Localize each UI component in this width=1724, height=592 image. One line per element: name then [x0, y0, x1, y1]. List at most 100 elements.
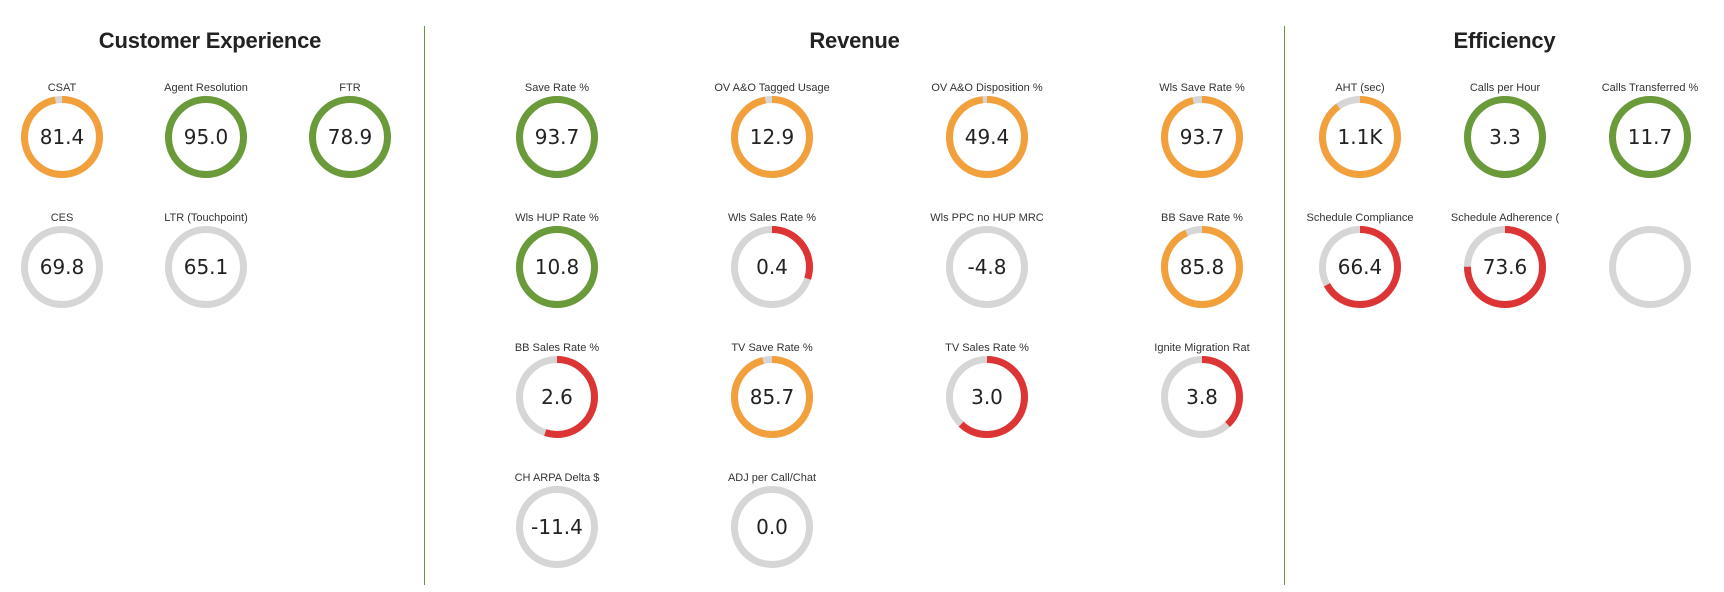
kpi-value: 85.8	[1179, 255, 1225, 279]
gauge-ring	[1319, 226, 1401, 308]
kpi-label: TV Sales Rate %	[945, 342, 1029, 354]
kpi-tile-ces[interactable]: CES 69.8	[0, 212, 137, 332]
kpi-tile-ltr-touchpoint[interactable]: LTR (Touchpoint) 65.1	[131, 212, 281, 332]
kpi-value: 10.8	[534, 255, 580, 279]
gauge-ring	[1319, 96, 1401, 178]
kpi-tile-agent-resolution[interactable]: Agent Resolution 95.0	[131, 82, 281, 202]
kpi-tile-aht-sec[interactable]: AHT (sec) 1.1K	[1285, 82, 1435, 202]
kpi-value: 85.7	[749, 385, 795, 409]
donut-gauge	[1609, 226, 1691, 308]
kpi-tile-wls-sales-rate[interactable]: Wls Sales Rate % 0.4	[697, 212, 847, 332]
gauge-arc	[1464, 226, 1546, 308]
kpi-tile-empty[interactable]	[1575, 212, 1724, 332]
kpi-label: LTR (Touchpoint)	[164, 212, 248, 224]
gauge-arc	[1464, 96, 1546, 178]
kpi-label: FTR	[339, 82, 361, 94]
kpi-tile-adj-per-call-chat[interactable]: ADJ per Call/Chat 0.0	[697, 472, 847, 592]
kpi-value: 0.0	[756, 515, 788, 539]
gauge-arc	[1319, 226, 1401, 308]
kpi-tile-ov-ao-tagged-usage[interactable]: OV A&O Tagged Usage 12.9	[697, 82, 847, 202]
gauge-ring	[731, 356, 813, 438]
section-efficiency: Efficiency AHT (sec) 1.1K Calls per Hour…	[1285, 0, 1724, 585]
kpi-tile-wls-hup-rate[interactable]: Wls HUP Rate % 10.8	[482, 212, 632, 332]
kpi-label: Wls PPC no HUP MRC	[930, 212, 1044, 224]
gauge-arc	[946, 356, 1028, 438]
donut-gauge: 3.3	[1464, 96, 1546, 178]
kpi-label: Wls Save Rate %	[1159, 82, 1245, 94]
kpi-label: AHT (sec)	[1335, 82, 1385, 94]
kpi-value: 81.4	[39, 125, 85, 149]
kpi-label: TV Save Rate %	[731, 342, 813, 354]
gauge-track	[1609, 226, 1691, 308]
kpi-tile-schedule-adherence[interactable]: Schedule Adherence ( 73.6	[1430, 212, 1580, 332]
kpi-tile-tv-sales-rate[interactable]: TV Sales Rate % 3.0	[912, 342, 1062, 462]
gauge-ring	[731, 96, 813, 178]
gauge-arc	[731, 356, 813, 438]
gauge-arc	[516, 356, 598, 438]
donut-gauge: 3.0	[946, 356, 1028, 438]
gauge-ring	[309, 96, 391, 178]
kpi-value: 0.4	[756, 255, 788, 279]
donut-gauge: 1.1K	[1319, 96, 1401, 178]
kpi-label: Save Rate %	[524, 82, 590, 94]
gauge-arc	[1319, 96, 1401, 178]
section-revenue: Revenue Save Rate % 93.7 OV A&O Tagged U…	[425, 0, 1284, 585]
kpi-value: 78.9	[327, 125, 373, 149]
kpi-tile-bb-save-rate[interactable]: BB Save Rate % 85.8	[1127, 212, 1277, 332]
kpi-tile-calls-transferred[interactable]: Calls Transferred % 11.7	[1575, 82, 1724, 202]
kpi-value: 95.0	[183, 125, 229, 149]
gauge-ring	[1161, 226, 1243, 308]
kpi-tile-wls-ppc-no-hup-mrc[interactable]: Wls PPC no HUP MRC -4.8	[912, 212, 1062, 332]
gauge-ring	[1609, 226, 1691, 308]
kpi-tile-save-rate[interactable]: Save Rate % 93.7	[482, 82, 632, 202]
donut-gauge: 85.8	[1161, 226, 1243, 308]
donut-gauge: 65.1	[165, 226, 247, 308]
kpi-label: Schedule Compliance	[1306, 212, 1414, 224]
gauge-arc	[1161, 356, 1243, 438]
kpi-label: OV A&O Tagged Usage	[714, 82, 830, 94]
kpi-tile-csat[interactable]: CSAT 81.4	[0, 82, 137, 202]
gauge-arc	[946, 96, 1028, 178]
kpi-tile-ftr[interactable]: FTR 78.9	[275, 82, 425, 202]
gauge-arc	[1161, 226, 1243, 308]
kpi-label: ADJ per Call/Chat	[727, 472, 817, 484]
kpi-tile-calls-per-hour[interactable]: Calls per Hour 3.3	[1430, 82, 1580, 202]
donut-gauge: 11.7	[1609, 96, 1691, 178]
kpi-label: BB Sales Rate %	[514, 342, 600, 354]
donut-gauge: -11.4	[516, 486, 598, 568]
kpi-tile-wls-save-rate[interactable]: Wls Save Rate % 93.7	[1127, 82, 1277, 202]
gauge-arc	[731, 96, 813, 178]
kpi-value: 93.7	[534, 125, 580, 149]
kpi-label: CES	[50, 212, 74, 224]
kpi-value: 69.8	[39, 255, 85, 279]
kpi-tile-tv-save-rate[interactable]: TV Save Rate % 85.7	[697, 342, 847, 462]
kpi-tile-ov-ao-disposition[interactable]: OV A&O Disposition % 49.4	[912, 82, 1062, 202]
donut-gauge: 93.7	[516, 96, 598, 178]
section-title: Revenue	[809, 28, 900, 53]
kpi-tile-ignite-migration-rate[interactable]: Ignite Migration Rat 3.8	[1127, 342, 1277, 462]
gauge-arc	[516, 226, 598, 308]
gauge-ring	[946, 96, 1028, 178]
gauge-track	[165, 226, 247, 308]
kpi-tile-ch-arpa-delta[interactable]: CH ARPA Delta $ -11.4	[482, 472, 632, 592]
kpi-label: BB Save Rate %	[1161, 212, 1243, 224]
kpi-value: 2.6	[541, 385, 573, 409]
donut-gauge: 2.6	[516, 356, 598, 438]
kpi-value: -4.8	[967, 255, 1007, 279]
gauge-ring	[516, 226, 598, 308]
gauge-track	[516, 486, 598, 568]
kpi-value: 93.7	[1179, 125, 1225, 149]
kpi-label: Schedule Adherence (	[1450, 212, 1560, 224]
section-title: Customer Experience	[98, 28, 322, 53]
gauge-ring	[1464, 226, 1546, 308]
kpi-value: 66.4	[1337, 255, 1383, 279]
donut-gauge: 66.4	[1319, 226, 1401, 308]
kpi-label: Ignite Migration Rat	[1154, 342, 1250, 354]
kpi-value	[1609, 226, 1691, 308]
gauge-arc	[309, 96, 391, 178]
kpi-tile-schedule-compliance[interactable]: Schedule Compliance 66.4	[1285, 212, 1435, 332]
gauge-arc	[21, 96, 103, 178]
kpi-value: 3.8	[1186, 385, 1218, 409]
donut-gauge: -4.8	[946, 226, 1028, 308]
kpi-tile-bb-sales-rate[interactable]: BB Sales Rate % 2.6	[482, 342, 632, 462]
